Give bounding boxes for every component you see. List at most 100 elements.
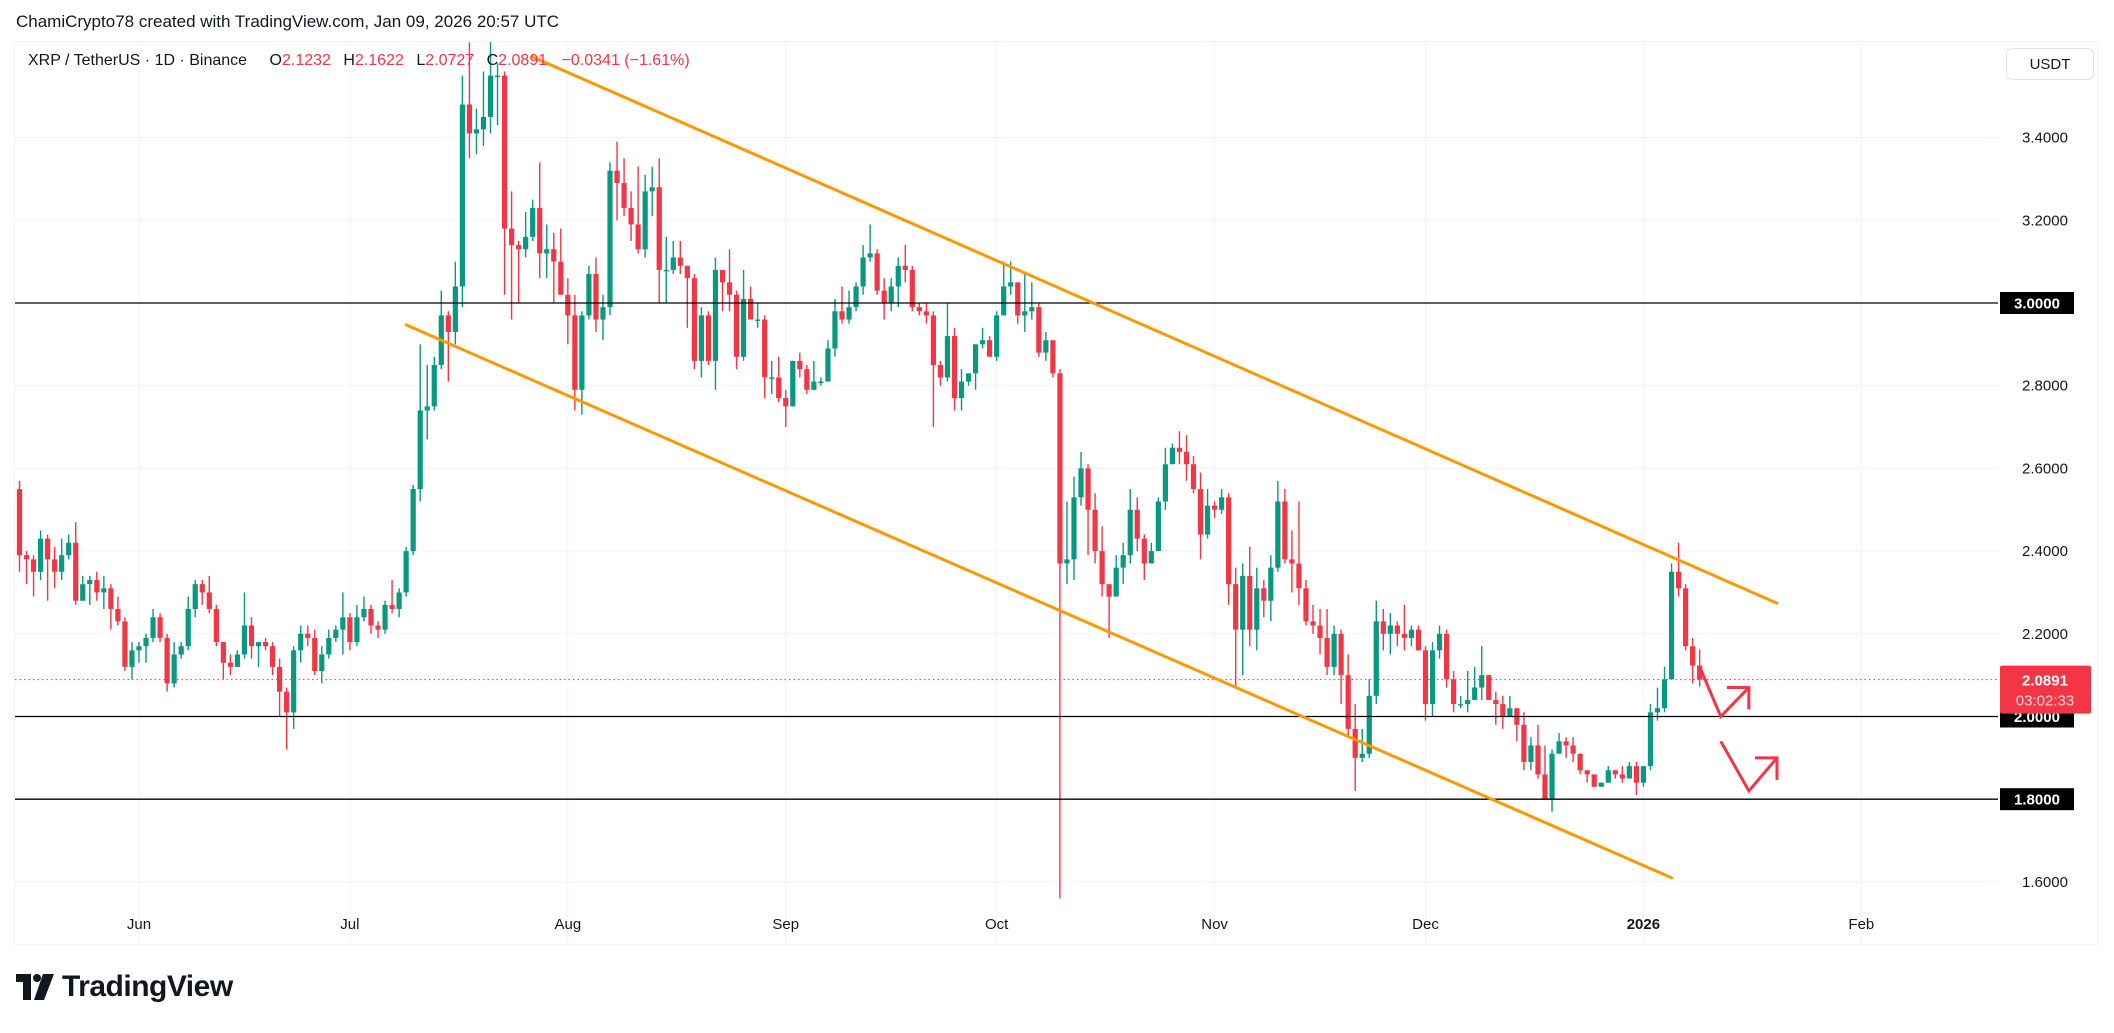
candle-down [916,303,922,316]
candle-body [220,642,226,663]
candle-body [944,336,951,378]
candle-up [136,642,142,663]
candle-body [305,633,311,638]
candle-down [705,311,712,366]
candle-up [1254,567,1260,651]
candle-up [1071,476,1077,581]
candle-body [150,617,156,638]
candle-down [347,613,353,651]
candle-up [129,642,135,680]
candle-body [1443,633,1450,680]
arrow-drawing[interactable] [1719,740,1779,794]
tradingview-logo[interactable]: TradingView [16,970,233,1004]
candle-body [769,377,775,379]
symbol-title[interactable]: XRP / TetherUS · 1D · Binance [28,52,248,69]
level-price-tag [2000,292,2074,314]
candle-body [649,187,655,192]
candle-up [649,166,655,217]
candle-body [473,129,480,134]
candle-body [972,344,979,374]
candle-down [1683,584,1689,651]
upper-channel-trendline[interactable] [531,55,1779,605]
candle-body [1127,509,1133,556]
candle-down [937,360,944,386]
candle-body [1493,699,1499,705]
candle-up [530,199,536,241]
candle-body [755,319,761,321]
candle-down [783,389,789,428]
candle-body [1219,497,1225,510]
arrow-drawing[interactable] [1698,666,1750,720]
candle-down [1057,369,1063,899]
symbol-legend: XRP / TetherUS · 1D · Binance O2.1232 H2… [28,52,690,70]
candle-body [740,298,747,357]
candle-body [59,555,65,572]
candle-body [108,588,114,609]
candle-body [1521,724,1527,762]
lower-channel-trendline[interactable] [404,323,1674,880]
x-tick-label: Dec [1412,916,1439,933]
candle-down [73,522,79,605]
candle-up [1331,625,1337,676]
candle-up [424,365,430,440]
candle-body [269,646,276,667]
candle-up [712,257,719,390]
candle-up [66,534,72,560]
candle-up [1113,555,1119,597]
candle-body [23,555,30,560]
candle-up [494,63,501,126]
candle-body [277,666,283,692]
candle-body [818,381,824,383]
y-tick-label: 2.2000 [2022,626,2068,643]
time-axis[interactable]: Jun Jul Aug Sep Oct Nov Dec 2026 Feb [127,916,1874,933]
candle-down [677,240,683,275]
candle-up [480,71,487,146]
candle-body [1078,468,1084,498]
candle-up [298,625,304,663]
candle-up [980,327,986,349]
candle-body [206,592,212,609]
candle-body [1626,766,1632,779]
candle-body [1465,699,1471,705]
candle-body [1387,625,1393,634]
candle-body [776,377,782,399]
candle-body [1584,770,1590,775]
candle-body [1345,675,1351,729]
candle-body [87,580,93,585]
candle-down [1317,608,1323,655]
candle-body [804,369,810,390]
candle-down [1591,774,1597,787]
candle-body [1535,745,1541,775]
candle-up [1359,728,1365,762]
candle-down [1612,770,1618,779]
candle-up [965,373,972,386]
candle-body [1324,637,1330,667]
candle-body [1029,307,1035,312]
candle-up [1436,625,1443,659]
candle-up [1387,613,1393,655]
candle-up [361,596,367,622]
candle-body [30,559,37,572]
candle-body [1071,497,1077,560]
candle-body [1668,571,1675,680]
candle-body [1675,571,1682,589]
candle-body [1275,501,1281,568]
candle-body [1528,745,1534,762]
candle-down [1211,501,1218,519]
candle-down [1345,654,1351,738]
price-axis[interactable]: 3.4000 3.2000 2.8000 2.6000 2.4000 2.2000 1.60… [2000,130,2091,891]
currency-button[interactable]: USDT [2006,48,2094,80]
candle-down [45,534,51,601]
candle-up [171,642,177,688]
candle-down [902,245,908,283]
candle-down [269,642,276,676]
candle-body [860,257,866,287]
candle-body [1331,633,1337,667]
candle-up [1556,733,1562,754]
candle-down [199,580,205,605]
chart-frame [14,41,2098,945]
candle-body [600,307,606,320]
candle-body [670,257,676,270]
arrowhead-icon [1754,756,1779,780]
